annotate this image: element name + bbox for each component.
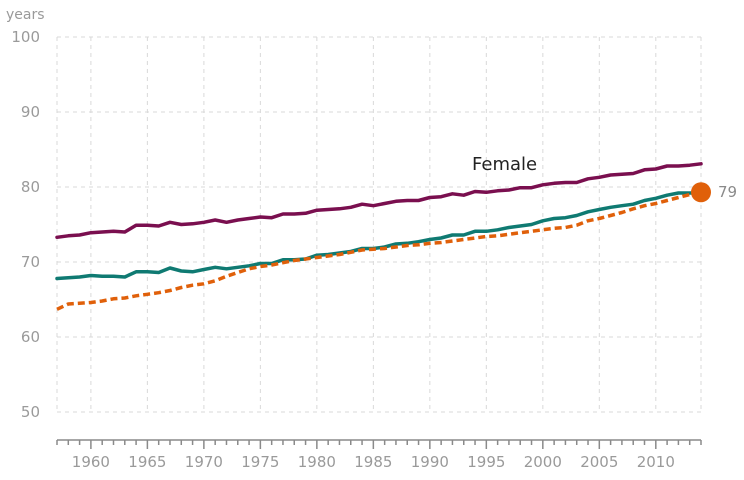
y-tick-label-100: 100 (11, 28, 40, 46)
x-tick-label-2005: 2005 (580, 453, 618, 471)
x-tick-label-1970: 1970 (185, 453, 223, 471)
x-tick-label-1985: 1985 (354, 453, 392, 471)
y-tick-label-50: 50 (21, 403, 40, 421)
y-axis-unit-label: years (6, 7, 45, 23)
x-tick-label-1980: 1980 (298, 453, 336, 471)
series-line-female (55, 162, 703, 240)
x-tick-label-2010: 2010 (637, 453, 675, 471)
y-tick-label-90: 90 (21, 103, 40, 121)
end-value-label: 79 (718, 183, 737, 201)
x-tick-label-1990: 1990 (411, 453, 449, 471)
y-tick-label-60: 60 (21, 328, 40, 346)
x-tick-label-1965: 1965 (128, 453, 166, 471)
x-tick-label-1995: 1995 (467, 453, 505, 471)
y-tick-label-70: 70 (21, 253, 40, 271)
grid (56, 36, 702, 413)
x-axis: 1960 1965 1970 1975 1980 1985 1990 1995 2000 2005… (56, 439, 702, 471)
female-series-label: Female (472, 154, 537, 175)
series-line-male (55, 191, 703, 281)
end-point-marker (691, 182, 711, 203)
x-tick-label-2000: 2000 (524, 453, 562, 471)
y-axis: 50 60 70 80 90 100 (11, 28, 40, 421)
series-lines (55, 162, 703, 311)
x-tick-label-1975: 1975 (241, 453, 279, 471)
markers (691, 182, 711, 203)
x-tick-label-1960: 1960 (72, 453, 110, 471)
y-tick-label-80: 80 (21, 178, 40, 196)
